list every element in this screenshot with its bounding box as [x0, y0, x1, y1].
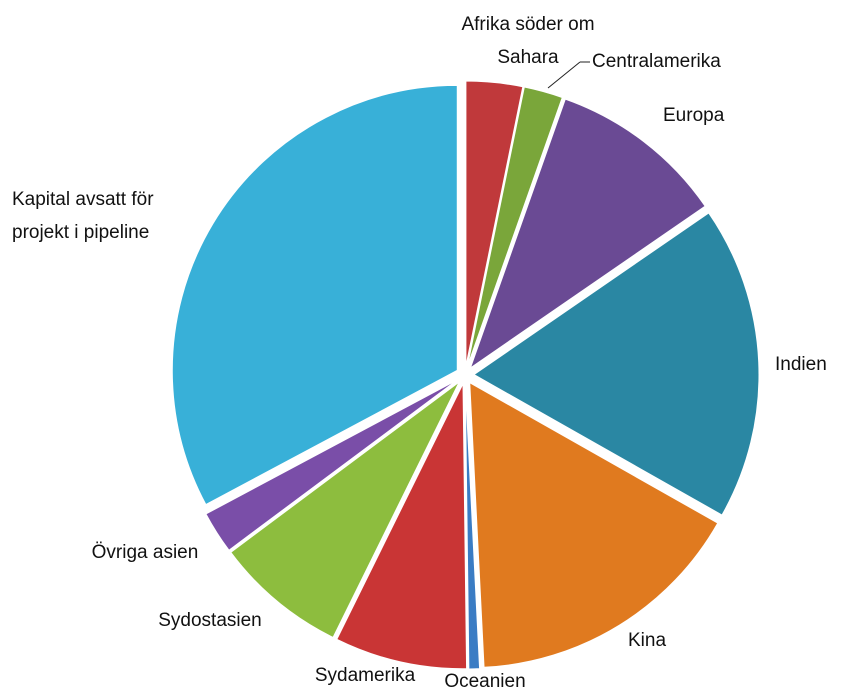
pie-slice — [464, 383, 481, 670]
pie-slice — [171, 84, 458, 506]
slice-label: Indien — [775, 354, 827, 375]
pie-slice — [469, 98, 706, 370]
pie-slice — [230, 381, 460, 639]
slice-label: Kapital avsatt för projekt i pipeline — [12, 189, 154, 243]
slice-label: Afrika söder om Sahara — [461, 14, 594, 68]
slices — [171, 80, 760, 670]
slice-label: Övriga asien — [92, 542, 199, 563]
pie-slice — [336, 383, 468, 670]
pie-slice — [465, 80, 524, 367]
slice-label: Sydostasien — [158, 610, 262, 631]
pie-slice — [469, 381, 719, 668]
slice-label: Kina — [628, 630, 666, 651]
leader-line — [547, 61, 581, 89]
slice-label: Sydamerika — [315, 665, 416, 686]
pie-slice — [473, 212, 760, 516]
pie-slice — [205, 379, 458, 551]
pie-slice — [466, 86, 563, 367]
slice-label: Oceanien — [444, 671, 525, 692]
slice-label: Europa — [663, 105, 725, 126]
slice-label: Centralamerika — [592, 51, 721, 72]
